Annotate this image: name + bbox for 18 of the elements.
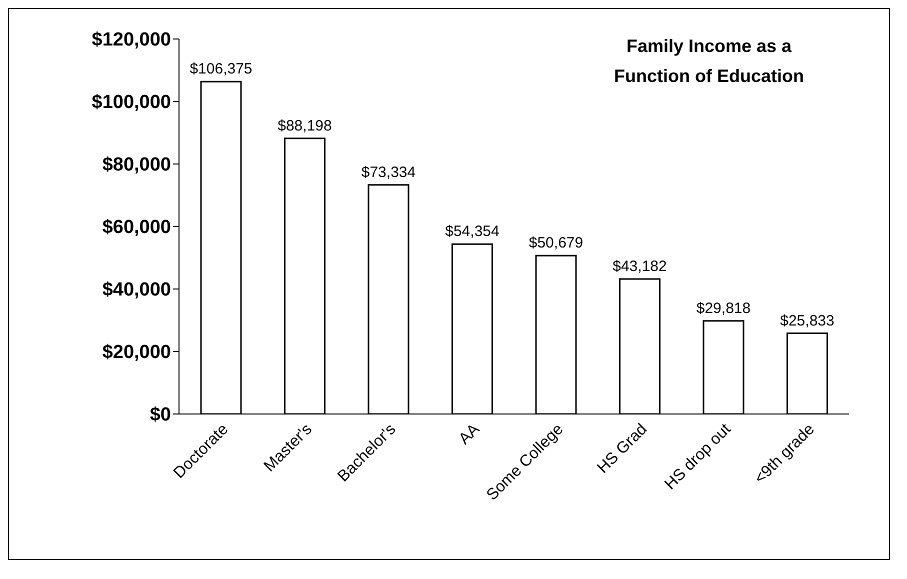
data-label: $50,679 xyxy=(528,234,584,252)
y-tick-label: $120,000 xyxy=(92,30,171,51)
text: Family Income as a Function of Education xyxy=(613,35,805,88)
data-label: $29,818 xyxy=(696,300,751,317)
y-tick-label: $80,000 xyxy=(102,154,171,176)
y-tick-label: $40,000 xyxy=(102,280,171,301)
data-label: $73,334 xyxy=(361,164,416,181)
data-label: $88,198 xyxy=(278,117,332,134)
x-tick-label: HS drop out xyxy=(662,420,735,494)
data-label: $25,833 xyxy=(780,312,834,330)
data-label: $106,375 xyxy=(190,60,252,78)
y-tick-label: $60,000 xyxy=(102,217,171,238)
y-tick-label: $0 xyxy=(150,404,171,426)
y-tick-label: $100,000 xyxy=(92,92,171,114)
data-label: $54,354 xyxy=(445,223,500,240)
y-tick-label: $20,000 xyxy=(102,342,171,364)
data-label: $43,182 xyxy=(612,258,667,276)
x-tick-label: AA xyxy=(456,420,484,448)
